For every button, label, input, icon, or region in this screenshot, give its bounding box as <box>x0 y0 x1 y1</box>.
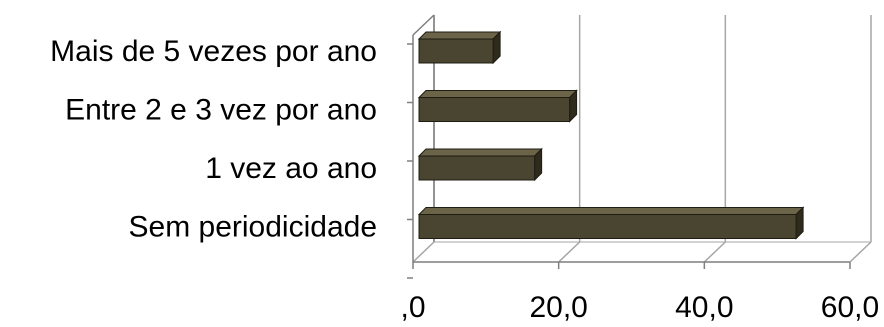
bar <box>418 214 797 239</box>
bar-top-face <box>417 90 578 98</box>
bar-top-face <box>417 31 502 40</box>
floor-gridline <box>412 241 435 263</box>
floor-gridline <box>558 241 581 263</box>
category-labels: Sem periodicidade 1 vez ao ano Entre 2 e 3… <box>50 35 377 244</box>
x-tick-label: 60,0 <box>821 291 879 324</box>
bar <box>418 155 536 181</box>
tick-labels: ,0 20,0 40,0 60,0 <box>400 291 879 324</box>
category-label: 1 vez ao ano <box>205 152 377 185</box>
bar-top-face <box>417 148 543 157</box>
floor-gridline <box>849 241 872 263</box>
category-label: Mais de 5 vezes por ano <box>50 35 377 68</box>
bar-top-face <box>417 207 805 215</box>
x-tick-label: ,0 <box>400 291 425 324</box>
bars <box>417 30 805 240</box>
x-tick-label: 40,0 <box>675 291 733 324</box>
y-axis-top-edge <box>412 14 435 36</box>
category-label: Entre 2 e 3 vez por ano <box>65 94 377 127</box>
floor-gridline <box>703 241 726 263</box>
x-tick-label: 20,0 <box>529 291 587 324</box>
category-label: Sem periodicidade <box>129 211 377 244</box>
bar <box>418 97 571 122</box>
axes <box>407 14 870 279</box>
bar <box>418 38 494 64</box>
